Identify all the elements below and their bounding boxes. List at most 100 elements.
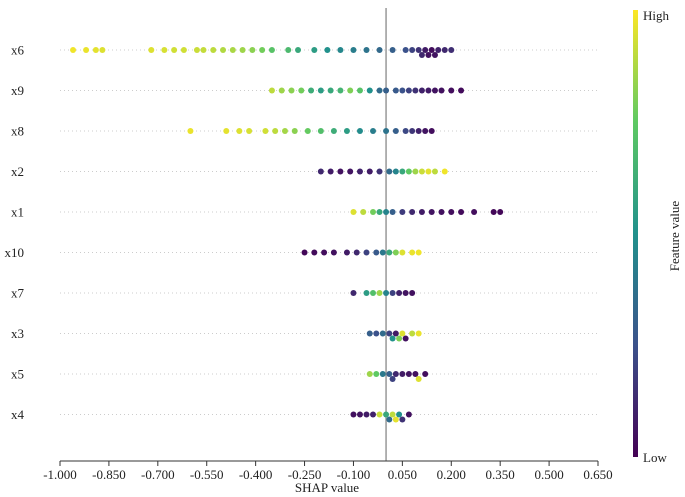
- point-x9-8: [347, 87, 354, 94]
- colorbar-gradient: [633, 10, 638, 457]
- point-x6-8: [193, 47, 200, 53]
- x-tick-label: 0.650: [583, 467, 612, 482]
- point-x5-7: [405, 371, 412, 377]
- point-x6-29: [418, 52, 425, 58]
- feature-label-x9: x9: [11, 83, 24, 98]
- point-x9-11: [376, 87, 383, 94]
- point-x7-0: [350, 290, 357, 296]
- point-x10-7: [373, 249, 380, 256]
- point-x2-12: [418, 168, 425, 175]
- point-x6-9: [200, 47, 207, 53]
- point-x9-6: [327, 87, 334, 94]
- point-x2-13: [425, 168, 432, 175]
- feature-label-x5: x5: [11, 367, 24, 382]
- point-x8-19: [422, 128, 429, 134]
- point-x6-11: [220, 47, 227, 53]
- point-x8-20: [428, 128, 435, 134]
- point-x9-4: [308, 87, 315, 94]
- point-x1-4: [383, 209, 390, 215]
- point-x4-10: [399, 416, 406, 423]
- point-x6-4: [148, 47, 155, 53]
- point-x8-5: [272, 128, 279, 134]
- point-x4-1: [356, 411, 363, 418]
- feature-labels: x6 x9 x8 x2 x1 x10 x7 x3 x5 x4: [5, 43, 25, 423]
- point-x9-17: [418, 87, 425, 94]
- point-x9-16: [412, 87, 419, 94]
- point-x9-2: [288, 87, 295, 94]
- point-x2-7: [386, 168, 393, 175]
- point-x8-12: [356, 128, 363, 134]
- point-x3-7: [399, 330, 406, 337]
- point-x1-8: [418, 209, 425, 215]
- point-x3-2: [379, 330, 386, 337]
- x-tick-label: -0.100: [337, 467, 371, 482]
- point-x7-8: [409, 290, 416, 296]
- point-x5-1: [373, 371, 380, 377]
- point-x7-2: [370, 290, 377, 296]
- point-x6-34: [435, 47, 442, 53]
- point-x5-6: [399, 371, 406, 377]
- point-x6-32: [428, 47, 435, 53]
- point-x6-12: [229, 47, 236, 53]
- point-x6-20: [324, 47, 331, 53]
- point-x10-4: [343, 249, 350, 256]
- point-x8-9: [317, 128, 324, 134]
- point-x6-2: [92, 47, 99, 53]
- point-x10-11: [399, 249, 406, 256]
- point-x9-5: [317, 87, 324, 94]
- point-x6-14: [249, 47, 256, 53]
- point-x2-15: [441, 168, 448, 175]
- feature-label-x6: x6: [11, 43, 25, 58]
- point-x10-12: [409, 249, 416, 256]
- point-x10-1: [311, 249, 318, 256]
- feature-label-x1: x1: [11, 205, 24, 220]
- point-x1-1: [360, 209, 367, 215]
- point-x3-3: [386, 330, 393, 337]
- point-x6-36: [448, 47, 455, 53]
- x-tick-label: -1.000: [43, 467, 77, 482]
- point-x3-0: [366, 330, 373, 337]
- point-x2-14: [431, 168, 438, 175]
- point-x7-1: [363, 290, 370, 296]
- point-x8-17: [409, 128, 416, 134]
- x-tick-label: -0.850: [92, 467, 126, 482]
- point-x6-10: [210, 47, 217, 53]
- point-x7-7: [402, 290, 409, 296]
- x-tick-label: 0.200: [437, 467, 466, 482]
- point-x8-15: [392, 128, 399, 134]
- point-x1-10: [438, 209, 445, 215]
- point-x1-14: [490, 209, 497, 215]
- point-x8-11: [343, 128, 350, 134]
- point-x10-10: [392, 249, 399, 256]
- point-x6-24: [376, 47, 383, 53]
- point-x8-6: [281, 128, 288, 134]
- point-x7-3: [376, 290, 383, 296]
- point-x8-3: [246, 128, 253, 134]
- point-x1-3: [376, 209, 383, 215]
- point-x5-0: [366, 371, 373, 377]
- x-tick-label: -0.700: [141, 467, 175, 482]
- x-tick-label: 0.500: [534, 467, 563, 482]
- x-tick-label: 0.350: [486, 467, 515, 482]
- point-x5-5: [392, 371, 399, 377]
- point-x1-12: [458, 209, 465, 215]
- point-x5-9: [415, 376, 422, 382]
- point-x6-15: [259, 47, 266, 53]
- x-tick-label: -0.400: [239, 467, 273, 482]
- point-x9-15: [405, 87, 412, 94]
- point-x1-13: [471, 209, 478, 215]
- point-x9-22: [458, 87, 465, 94]
- feature-label-x2: x2: [11, 164, 24, 179]
- point-x8-10: [330, 128, 337, 134]
- colorbar-low-label: Low: [643, 450, 667, 465]
- x-tick-label: 0.050: [388, 467, 417, 482]
- point-x4-8: [392, 416, 399, 423]
- point-x9-7: [337, 87, 344, 94]
- point-x3-10: [415, 330, 422, 337]
- point-x4-0: [350, 411, 357, 418]
- point-x8-1: [223, 128, 230, 134]
- point-x9-13: [392, 87, 399, 94]
- point-x6-5: [161, 47, 168, 53]
- point-x6-0: [70, 47, 77, 53]
